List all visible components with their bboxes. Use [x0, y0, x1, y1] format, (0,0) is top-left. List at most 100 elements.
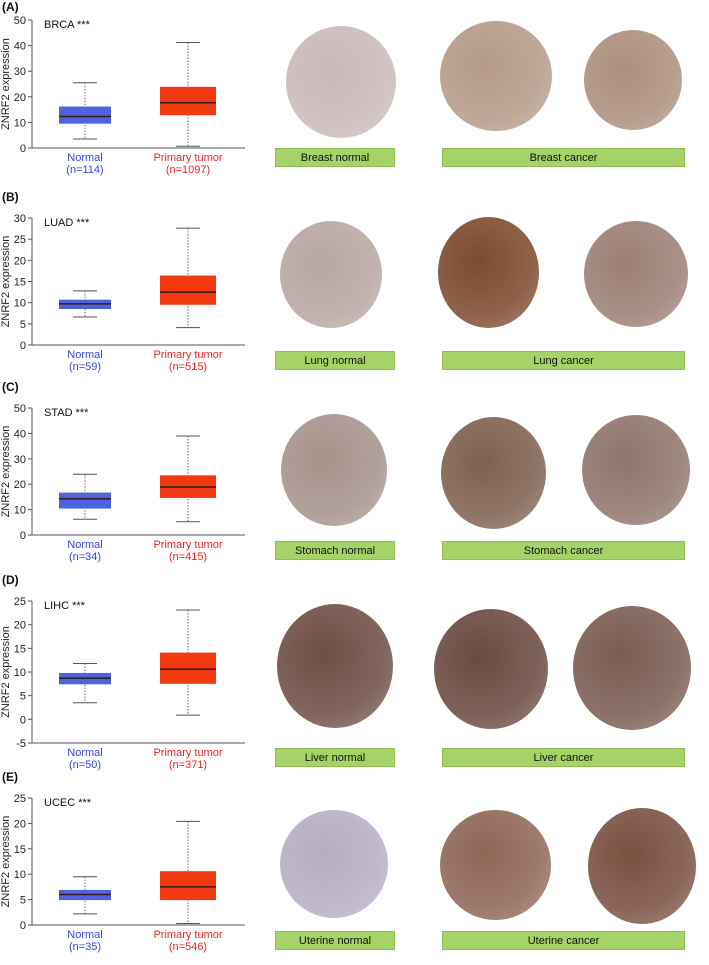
normal-n: (n=50) — [68, 759, 102, 771]
svg-text:20: 20 — [14, 255, 26, 267]
tissue-normal-label: Uterine normal — [275, 931, 395, 950]
normal-n: (n=35) — [68, 941, 102, 953]
panel-letter: (B) — [2, 190, 19, 204]
tissue-normal-label: Breast normal — [275, 148, 395, 167]
tissue-image-normal — [281, 414, 387, 526]
tissue-image-cancer — [573, 606, 691, 730]
tissue-image-cancer — [440, 21, 552, 131]
panel-lihc: (D) -5 0 5 10 15 20 25 ZNRF2 expression LIHC *** N… — [0, 573, 709, 771]
tissue-cancer-label: Lung cancer — [442, 351, 685, 370]
tissue-image-cancer — [588, 808, 696, 924]
svg-text:15: 15 — [14, 277, 26, 289]
svg-text:15: 15 — [14, 643, 26, 655]
svg-text:10: 10 — [14, 298, 26, 310]
svg-text:40: 40 — [14, 428, 26, 440]
svg-text:25: 25 — [14, 596, 26, 608]
svg-text:ZNRF2 expression: ZNRF2 expression — [0, 816, 12, 908]
tissue-cancer-label: Stomach cancer — [442, 541, 685, 560]
tissue-cancer-label: Uterine cancer — [442, 931, 685, 950]
svg-text:BRCA ***: BRCA *** — [44, 19, 91, 31]
svg-text:20: 20 — [14, 620, 26, 632]
tissue-image-cancer — [582, 415, 690, 525]
svg-text:25: 25 — [14, 234, 26, 246]
svg-text:30: 30 — [14, 454, 26, 466]
svg-text:40: 40 — [14, 41, 26, 53]
tumor-label: Primary tumor — [153, 152, 223, 164]
svg-text:10: 10 — [14, 117, 26, 129]
panel-letter: (E) — [2, 770, 18, 784]
normal-label: Normal — [67, 747, 103, 759]
tissue-image-normal — [280, 221, 382, 328]
tumor-n: (n=1097) — [165, 164, 211, 176]
tissue-cancer-label: Liver cancer — [442, 748, 685, 767]
svg-text:0: 0 — [20, 143, 26, 155]
svg-text:10: 10 — [14, 505, 26, 517]
normal-label: Normal — [67, 539, 103, 551]
svg-text:30: 30 — [14, 66, 26, 78]
svg-text:0: 0 — [20, 714, 26, 726]
tissue-image-normal — [286, 26, 396, 138]
svg-text:20: 20 — [14, 92, 26, 104]
svg-text:5: 5 — [20, 691, 26, 703]
svg-text:5: 5 — [20, 895, 26, 907]
tissue-image-cancer — [584, 30, 682, 130]
svg-text:0: 0 — [20, 530, 26, 542]
tissue-normal-label: Stomach normal — [275, 541, 395, 560]
boxplot-chart: -5 0 5 10 15 20 25 ZNRF2 expression LIHC *** — [0, 596, 245, 750]
panel-letter: (A) — [2, 0, 19, 14]
tumor-n: (n=515) — [168, 361, 208, 373]
panel-letter: (C) — [2, 380, 19, 394]
svg-text:20: 20 — [14, 479, 26, 491]
tissue-image-cancer — [440, 810, 551, 920]
svg-text:ZNRF2 expression: ZNRF2 expression — [0, 626, 12, 718]
tissue-image-normal — [280, 810, 388, 918]
tumor-n: (n=371) — [168, 759, 208, 771]
normal-n: (n=59) — [68, 361, 102, 373]
svg-text:50: 50 — [14, 15, 26, 27]
tumor-label: Primary tumor — [153, 539, 223, 551]
panel-brca: (A) 0 10 20 30 40 50 ZNRF2 expression BRCA *** No… — [0, 0, 709, 192]
svg-text:10: 10 — [14, 869, 26, 881]
tissue-normal-label: Lung normal — [275, 351, 395, 370]
tissue-image-normal — [277, 604, 393, 728]
normal-label: Normal — [67, 152, 103, 164]
svg-text:25: 25 — [14, 793, 26, 805]
panel-letter: (D) — [2, 573, 19, 587]
svg-text:UCEC ***: UCEC *** — [44, 797, 92, 809]
svg-text:30: 30 — [14, 213, 26, 225]
svg-text:-5: -5 — [16, 738, 26, 750]
tissue-cancer-label: Breast cancer — [442, 148, 685, 167]
tissue-image-cancer — [441, 417, 546, 529]
svg-text:ZNRF2 expression: ZNRF2 expression — [0, 236, 12, 328]
panel-stad: (C) 0 10 20 30 40 50 ZNRF2 expression STAD *** No… — [0, 380, 709, 572]
tumor-label: Primary tumor — [153, 929, 223, 941]
svg-text:50: 50 — [14, 403, 26, 415]
svg-text:15: 15 — [14, 844, 26, 856]
tumor-n: (n=415) — [168, 551, 208, 563]
tumor-label: Primary tumor — [153, 747, 223, 759]
tissue-image-cancer — [434, 609, 548, 729]
normal-label: Normal — [67, 929, 103, 941]
svg-text:5: 5 — [20, 319, 26, 331]
svg-text:0: 0 — [20, 340, 26, 352]
svg-text:20: 20 — [14, 818, 26, 830]
tumor-n: (n=546) — [168, 941, 208, 953]
normal-n: (n=34) — [68, 551, 102, 563]
svg-text:10: 10 — [14, 667, 26, 679]
panel-luad: (B) 0 5 10 15 20 25 30 ZNRF2 expression LUAD *** N… — [0, 190, 709, 382]
svg-text:STAD ***: STAD *** — [44, 407, 89, 419]
svg-text:0: 0 — [20, 920, 26, 932]
svg-text:ZNRF2 expression: ZNRF2 expression — [0, 426, 12, 518]
tissue-normal-label: Liver normal — [275, 748, 395, 767]
svg-text:LIHC ***: LIHC *** — [44, 600, 86, 612]
panel-ucec: (E) 0 5 10 15 20 25 ZNRF2 expression UCEC *** Nor… — [0, 770, 709, 962]
normal-n: (n=114) — [66, 164, 104, 176]
tissue-image-cancer — [584, 221, 688, 327]
svg-text:ZNRF2 expression: ZNRF2 expression — [0, 38, 12, 130]
normal-label: Normal — [67, 349, 103, 361]
tissue-image-cancer — [438, 217, 539, 328]
